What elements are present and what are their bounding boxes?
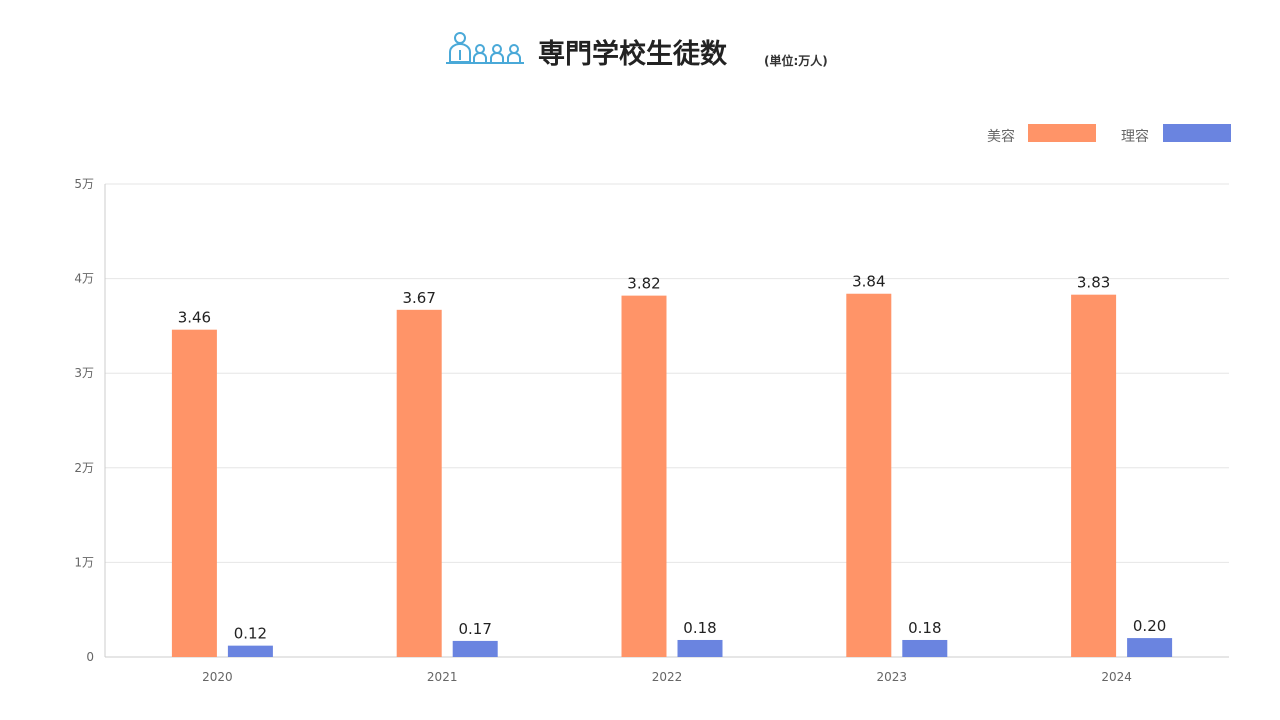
legend-label-beauty: 美容 [987, 129, 1015, 145]
data-label-barber: 0.12 [234, 625, 267, 643]
bar-barber [452, 640, 498, 657]
bars [171, 293, 1173, 657]
legend: 美容 理容 [0, 122, 1280, 148]
y-tick-label: 3万 [74, 366, 94, 380]
bar-beauty [846, 293, 892, 657]
x-tick-label: 2023 [877, 670, 908, 684]
x-tick-label: 2021 [427, 670, 458, 684]
data-label-barber: 0.20 [1133, 617, 1166, 635]
legend-swatch-barber [1163, 124, 1231, 142]
chart-header: 専門学校生徒数 (単位:万人) [0, 28, 1280, 78]
data-label-beauty: 3.46 [178, 309, 211, 327]
bar-barber [1127, 638, 1173, 657]
y-tick-label: 2万 [74, 461, 94, 475]
bar-barber [227, 645, 273, 657]
x-tick-label: 2024 [1101, 670, 1132, 684]
data-label-beauty: 3.67 [402, 289, 435, 307]
bar-beauty [1071, 294, 1117, 657]
data-label-barber: 0.18 [683, 619, 716, 637]
x-tick-label: 2022 [652, 670, 683, 684]
y-tick-label: 1万 [74, 555, 94, 569]
data-label-beauty: 3.82 [627, 275, 660, 293]
axes: 0 1万 2万 3万 4万 5万 2020 2021 2022 2023 2024 [74, 177, 1229, 684]
legend-label-barber: 理容 [1121, 129, 1149, 145]
students-group-icon [446, 32, 524, 64]
legend-swatch-beauty [1028, 124, 1096, 142]
data-label-beauty: 3.84 [852, 273, 885, 291]
unit-note: (単位:万人) [764, 54, 828, 68]
y-tick-label: 0 [86, 650, 94, 664]
bar-beauty [621, 295, 667, 657]
data-label-barber: 0.17 [458, 620, 491, 638]
x-tick-label: 2020 [202, 670, 233, 684]
y-tick-label: 4万 [74, 272, 94, 286]
gridlines [105, 183, 1229, 563]
bar-barber [902, 639, 948, 657]
bar-beauty [171, 329, 217, 657]
chart-title: 専門学校生徒数 [538, 39, 727, 70]
data-label-beauty: 3.83 [1077, 274, 1110, 292]
data-labels: 3.46 0.12 3.67 0.17 3.82 0.18 3.84 0.18 3.83 0.20 [178, 273, 1167, 643]
data-label-barber: 0.18 [908, 619, 941, 637]
bar-barber [677, 639, 723, 657]
y-tick-label: 5万 [74, 177, 94, 191]
bar-beauty [396, 309, 442, 657]
